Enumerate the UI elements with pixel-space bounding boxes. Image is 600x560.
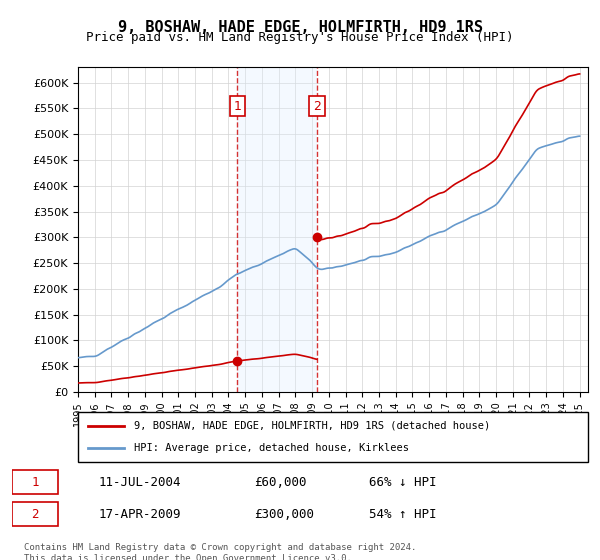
Bar bbox=[238, 67, 317, 392]
Text: 11-JUL-2004: 11-JUL-2004 bbox=[98, 477, 181, 489]
Text: 1: 1 bbox=[31, 477, 39, 489]
Text: HPI: Average price, detached house, Kirklees: HPI: Average price, detached house, Kirk… bbox=[134, 443, 409, 453]
Text: 66% ↓ HPI: 66% ↓ HPI bbox=[369, 477, 437, 489]
Text: 54% ↑ HPI: 54% ↑ HPI bbox=[369, 508, 437, 521]
Text: 17-APR-2009: 17-APR-2009 bbox=[98, 508, 181, 521]
Text: £60,000: £60,000 bbox=[254, 477, 307, 489]
Text: £300,000: £300,000 bbox=[254, 508, 314, 521]
Text: 2: 2 bbox=[313, 100, 321, 113]
FancyBboxPatch shape bbox=[12, 470, 58, 494]
Text: 9, BOSHAW, HADE EDGE, HOLMFIRTH, HD9 1RS: 9, BOSHAW, HADE EDGE, HOLMFIRTH, HD9 1RS bbox=[118, 20, 482, 35]
Text: 1: 1 bbox=[233, 100, 241, 113]
FancyBboxPatch shape bbox=[12, 502, 58, 526]
Text: 9, BOSHAW, HADE EDGE, HOLMFIRTH, HD9 1RS (detached house): 9, BOSHAW, HADE EDGE, HOLMFIRTH, HD9 1RS… bbox=[134, 421, 490, 431]
Text: Contains HM Land Registry data © Crown copyright and database right 2024.
This d: Contains HM Land Registry data © Crown c… bbox=[24, 543, 416, 560]
Text: Price paid vs. HM Land Registry's House Price Index (HPI): Price paid vs. HM Land Registry's House … bbox=[86, 31, 514, 44]
FancyBboxPatch shape bbox=[78, 412, 588, 462]
Text: 2: 2 bbox=[31, 508, 39, 521]
